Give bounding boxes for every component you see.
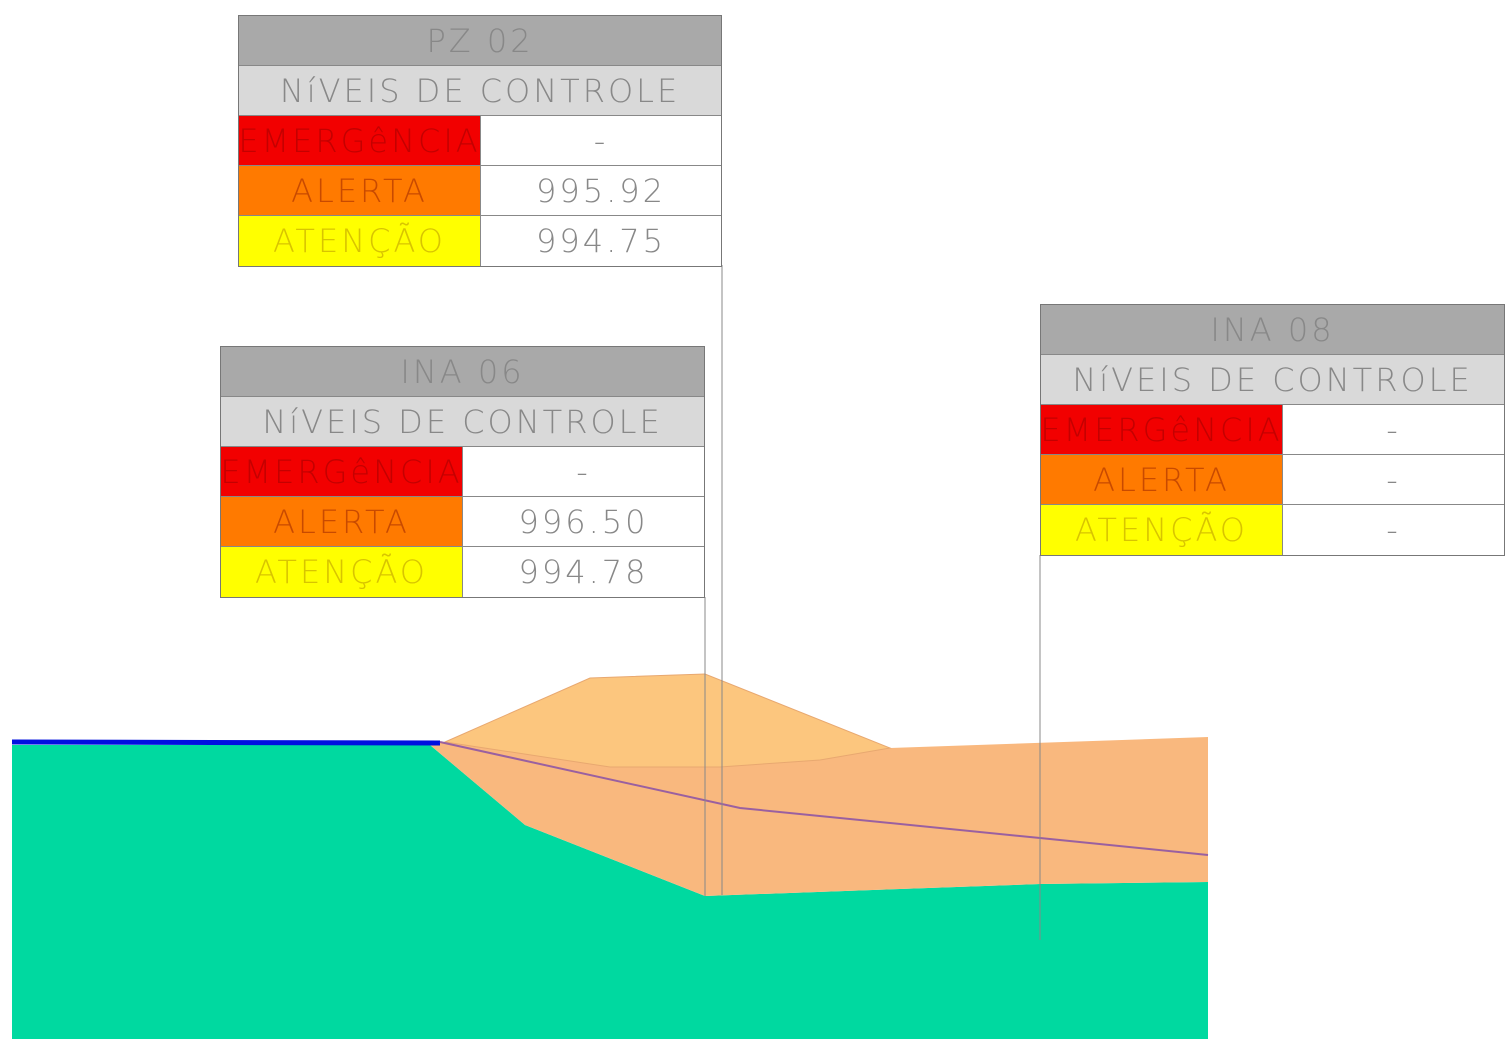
level-value: - — [593, 121, 609, 160]
table-subtitle: NíVEIS DE CONTROLE — [221, 397, 704, 446]
level-label: ALERTA — [221, 497, 463, 546]
table-title-row: PZ 02 — [239, 16, 721, 66]
level-value: - — [1386, 460, 1401, 499]
phreatic-line — [439, 741, 1209, 856]
water-level — [11, 739, 441, 746]
level-label: ATENÇÃO — [221, 547, 463, 597]
level-row: ALERTA 996.50 — [221, 497, 704, 547]
table-title: INA 08 — [1041, 305, 1504, 354]
level-label: ATENÇÃO — [1041, 505, 1283, 555]
table-title: PZ 02 — [239, 16, 721, 65]
control-table: PZ 02 NíVEIS DE CONTROLE EMERGêNCIA - ALERTA… — [238, 15, 722, 267]
level-value: - — [576, 452, 591, 491]
level-label: ALERTA — [1041, 455, 1283, 504]
table-title: INA 06 — [221, 347, 704, 396]
level-value: 995.92 — [536, 171, 666, 210]
table-title-row: INA 06 — [221, 347, 704, 397]
level-value: - — [1386, 410, 1401, 449]
level-row: ALERTA - — [1041, 455, 1504, 505]
table-subtitle-row: NíVEIS DE CONTROLE — [239, 66, 721, 116]
level-label: EMERGêNCIA — [239, 116, 481, 165]
level-row: EMERGêNCIA - — [221, 447, 704, 497]
level-label: EMERGêNCIA — [221, 447, 463, 496]
table-subtitle: NíVEIS DE CONTROLE — [239, 66, 721, 115]
level-value: - — [1386, 511, 1401, 549]
table-subtitle: NíVEIS DE CONTROLE — [1041, 355, 1504, 404]
table-title-row: INA 08 — [1041, 305, 1504, 355]
level-value: 996.50 — [518, 502, 649, 541]
level-row: ATENÇÃO 994.78 — [221, 547, 704, 597]
level-label: ALERTA — [239, 166, 481, 215]
control-table: INA 08 NíVEIS DE CONTROLE EMERGêNCIA - ALERT… — [1040, 304, 1505, 556]
foundation — [12, 745, 1208, 1039]
level-row: EMERGêNCIA - — [1041, 405, 1504, 455]
embankment-upper — [443, 673, 892, 768]
level-row: ALERTA 995.92 — [239, 166, 721, 216]
table-subtitle-row: NíVEIS DE CONTROLE — [221, 397, 704, 447]
level-row: ATENÇÃO - — [1041, 505, 1504, 555]
table-subtitle-row: NíVEIS DE CONTROLE — [1041, 355, 1504, 405]
level-row: EMERGêNCIA - — [239, 116, 721, 166]
level-value: 994.78 — [518, 553, 649, 591]
level-row: ATENÇÃO 994.75 — [239, 216, 721, 266]
level-label: EMERGêNCIA — [1041, 405, 1283, 454]
level-value: 994.75 — [536, 222, 666, 260]
level-label: ATENÇÃO — [239, 216, 481, 266]
control-table: INA 06 NíVEIS DE CONTROLE EMERGêNCIA - ALERT… — [220, 346, 705, 598]
